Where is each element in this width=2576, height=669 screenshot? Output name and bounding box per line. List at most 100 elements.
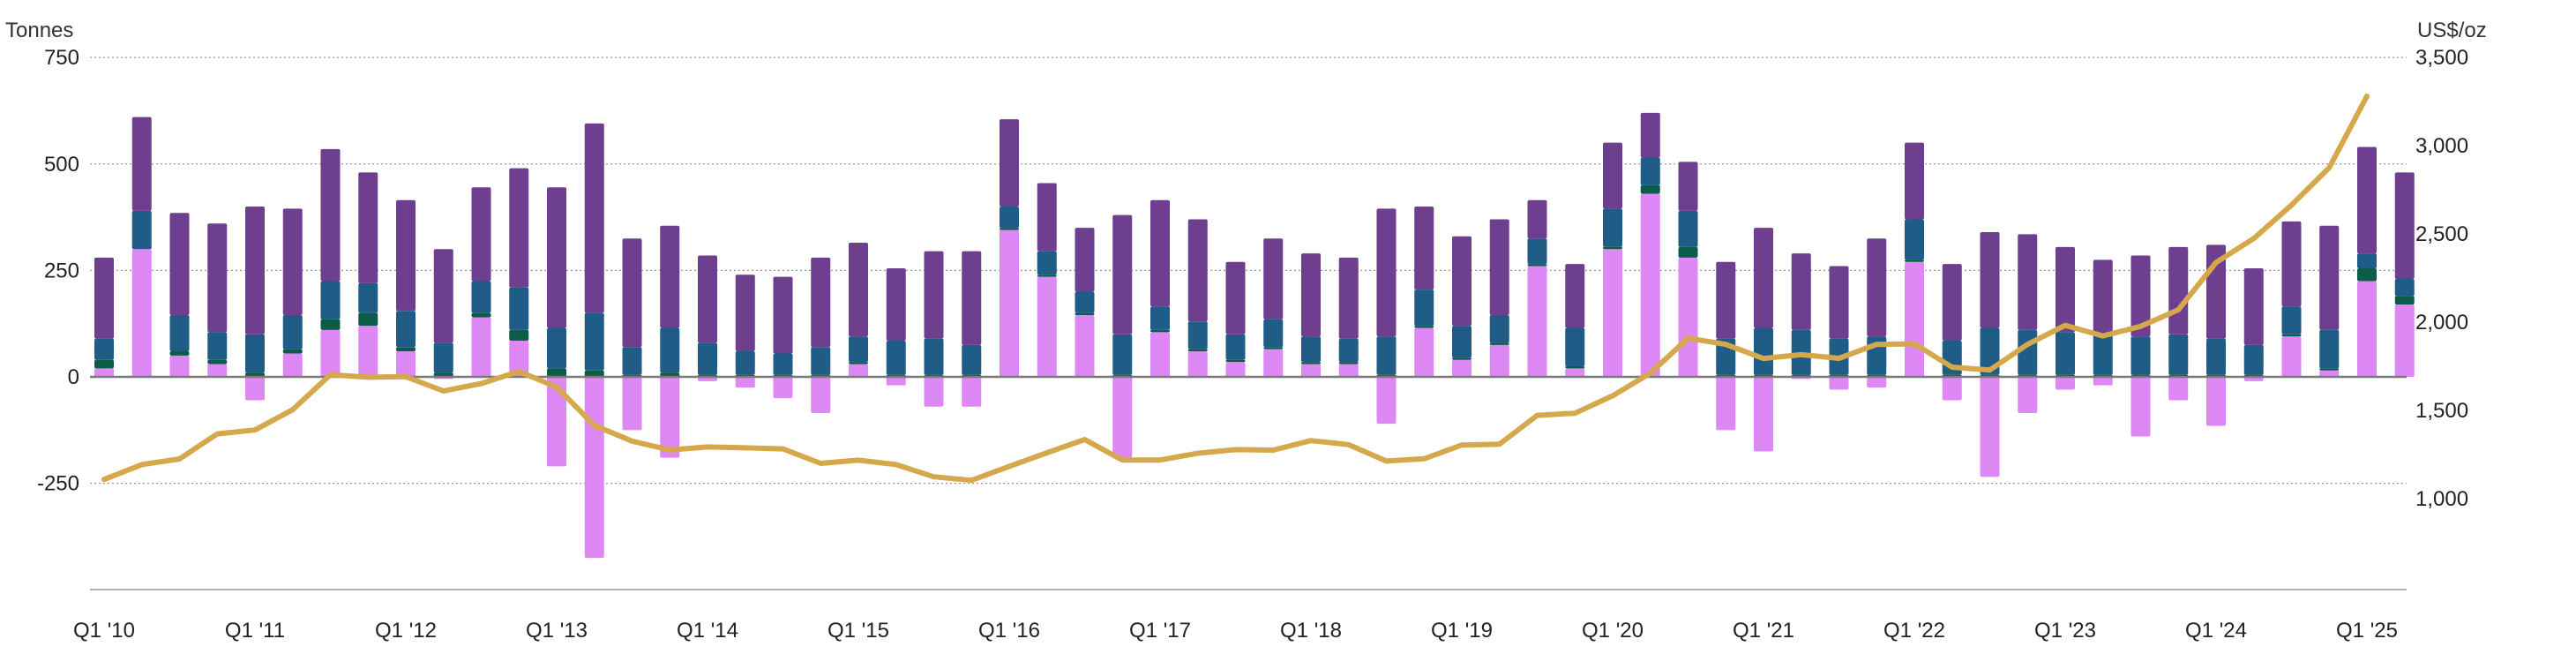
bar-column [849, 243, 868, 377]
bar-segment [811, 347, 831, 375]
left-tick-label: 500 [44, 153, 79, 177]
bar-column [1829, 266, 1849, 390]
bar-column [1150, 199, 1170, 377]
bar-segment [1263, 347, 1284, 350]
bar-segment [509, 329, 529, 341]
bar-segment [1037, 183, 1057, 252]
bar-segment [2130, 336, 2151, 375]
bar-segment [1338, 362, 1359, 365]
bar-segment [1376, 208, 1397, 337]
bar-segment [1150, 199, 1170, 307]
x-tick-label: Q1 '18 [1280, 619, 1342, 643]
right-tick-label: 2,000 [2415, 311, 2468, 334]
bar-column [2130, 255, 2151, 437]
x-tick-label: Q1 '12 [375, 619, 437, 643]
bar-segment [433, 249, 453, 343]
bar-column [584, 123, 604, 559]
bar-column [1000, 119, 1019, 377]
left-axis-unit: Tonnes [5, 19, 73, 42]
bar-column [1376, 208, 1397, 425]
bar-segment [1301, 364, 1321, 377]
bar-segment [396, 351, 416, 377]
bar-segment [320, 319, 341, 330]
bar-segment [1452, 359, 1471, 377]
bar-segment [1942, 264, 1962, 341]
bar-segment [924, 251, 944, 339]
bar-column [2018, 234, 2038, 414]
bar-segment [584, 370, 604, 377]
bar-segment [207, 332, 228, 360]
bar-segment [1000, 229, 1019, 377]
bar-segment [1414, 207, 1434, 290]
bar-segment [849, 364, 868, 377]
bar-segment [924, 338, 944, 375]
bar-segment [547, 187, 566, 328]
bar-segment [509, 287, 529, 330]
bar-segment [1603, 246, 1622, 250]
bar-segment [2093, 259, 2113, 334]
bar-segment [2168, 334, 2189, 375]
bar-segment [2130, 377, 2151, 437]
bar-segment [1565, 264, 1585, 328]
bar-column [886, 267, 906, 386]
left-tick-label: 250 [44, 259, 79, 282]
bar-segment [1754, 228, 1773, 328]
bar-segment [1905, 261, 1924, 377]
bar-column [1603, 142, 1622, 377]
bar-segment [94, 338, 114, 360]
x-tick-label: Q1 '11 [225, 619, 285, 643]
bar-segment [849, 362, 868, 365]
bar-segment [547, 327, 566, 369]
bar-segment [1075, 312, 1095, 316]
bar-segment [245, 334, 265, 373]
bar-segment [1791, 253, 1811, 330]
bar-column [1867, 238, 1887, 388]
bar-segment [2394, 172, 2415, 280]
bar-segment [94, 359, 114, 369]
bar-segment [2357, 281, 2377, 377]
bar-column [1452, 236, 1471, 377]
bar-segment [358, 172, 378, 283]
bar-column [2394, 172, 2415, 377]
bar-segment [2056, 377, 2075, 390]
bar-column [1225, 261, 1246, 377]
bar-segment [509, 168, 529, 288]
bar-segment [1489, 219, 1509, 316]
bar-segment [1301, 253, 1321, 337]
x-tick-label: Q1 '24 [2185, 619, 2247, 643]
right-axis-ticks: 3,500 3,000 2,500 2,000 1,500 1,000 [2415, 46, 2468, 511]
bar-segment [1414, 289, 1434, 327]
bar-segment [320, 148, 341, 282]
bar-segment [849, 243, 868, 337]
bar-segment [94, 368, 114, 377]
bar-segment [207, 223, 228, 333]
bar-segment [2018, 377, 2038, 414]
bar-column [94, 257, 114, 377]
x-tick-label: Q1 '21 [1733, 619, 1794, 643]
x-tick-label: Q1 '13 [526, 619, 588, 643]
bar-segment [1754, 327, 1773, 375]
bar-segment [1075, 228, 1095, 292]
bar-segment [2056, 332, 2075, 375]
bar-segment [622, 238, 642, 348]
bar-column [1640, 112, 1660, 377]
bar-segment [2319, 225, 2340, 330]
bar-segment [320, 281, 341, 319]
bar-segment [1867, 238, 1887, 337]
bar-segment [1037, 251, 1057, 275]
bar-segment [1678, 210, 1698, 247]
bar-column [2243, 267, 2264, 381]
bar-segment [1037, 274, 1057, 277]
bar-segment [2357, 253, 2377, 268]
bar-segment [1942, 377, 1962, 401]
bar-segment [2394, 304, 2415, 377]
bar-column [433, 249, 453, 380]
bar-column [2281, 221, 2302, 377]
bar-column [773, 276, 793, 399]
bar-segment [1112, 334, 1133, 375]
bar-segment [622, 347, 642, 375]
bar-segment [1376, 377, 1397, 425]
x-tick-label: Q1 '23 [2034, 619, 2096, 643]
bar-column [2319, 225, 2340, 377]
bar-column [2093, 259, 2113, 386]
